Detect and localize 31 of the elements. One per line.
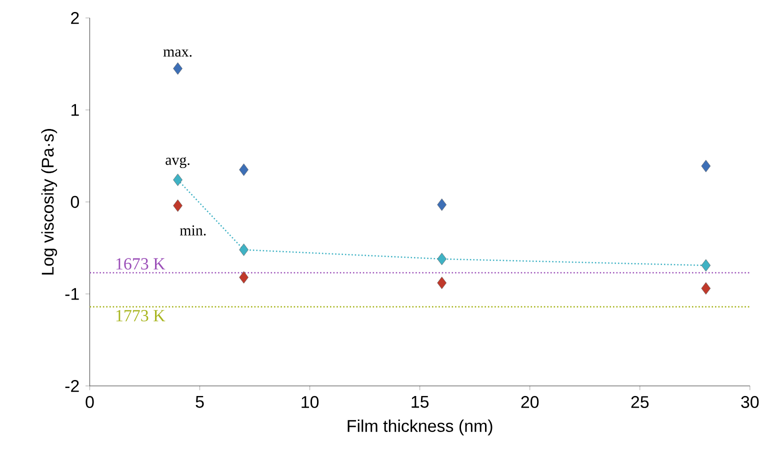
point [173, 62, 182, 75]
point [437, 276, 447, 290]
point [173, 200, 182, 212]
x-tick-label: 20 [521, 396, 539, 408]
x-tick-label: 25 [631, 396, 649, 408]
x-tick-label: 0 [86, 396, 94, 408]
ref-line-label: 1773 K [116, 310, 166, 322]
point [239, 164, 248, 176]
series-label: min. [180, 226, 206, 236]
series-label: avg. [166, 157, 190, 168]
ref-line-label: 1673 K [116, 258, 166, 270]
x-tick-label: 5 [196, 396, 204, 408]
y-tick-label: 0 [70, 196, 79, 208]
point [701, 160, 711, 172]
x-tick-label: 30 [741, 396, 759, 408]
point [701, 259, 711, 272]
x-tick-label: 15 [412, 396, 429, 408]
y-tick-label: 1 [72, 104, 79, 116]
point [239, 271, 248, 284]
point [437, 252, 447, 266]
point [701, 282, 711, 295]
point [173, 174, 182, 186]
point [437, 198, 447, 212]
y-tick-label: 2 [71, 12, 79, 24]
y-tick-label: -2 [65, 380, 79, 392]
series-label: max. [163, 50, 192, 57]
y-axis-title: Log viscosity (Pa·s) [41, 129, 58, 275]
x-tick-label: 10 [302, 396, 319, 408]
y-tick-label: -1 [65, 288, 79, 300]
x-axis-title: Film thickness (nm) [348, 420, 492, 436]
point [239, 244, 248, 256]
